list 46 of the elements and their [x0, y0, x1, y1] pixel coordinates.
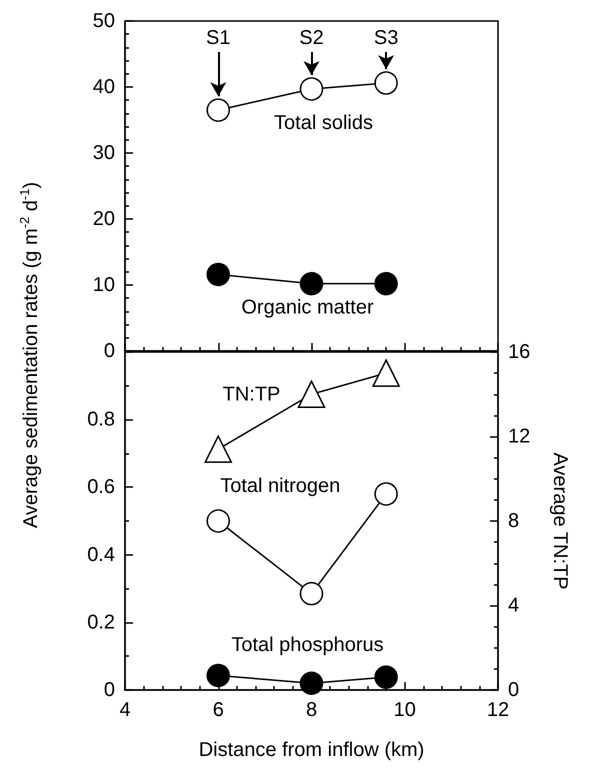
y2-axis-title: Average TN:TP: [549, 452, 571, 590]
series-label: Organic matter: [241, 296, 374, 319]
y-tick-label: 20: [92, 208, 115, 230]
y-tick-label: 0.8: [87, 408, 115, 431]
y-tick-label: 40: [92, 76, 115, 98]
y-tick-label: 0.4: [87, 544, 115, 566]
point: [374, 482, 398, 506]
x-tick-label: 10: [394, 699, 416, 721]
y2-tick-label: 0: [508, 679, 520, 701]
point: [300, 671, 324, 695]
series-label: Total phosphorus: [231, 634, 384, 656]
annotation: S3: [374, 27, 398, 49]
point: [300, 582, 324, 606]
y-tick-label: 0: [104, 340, 115, 362]
y-tick-label: 0: [104, 679, 115, 701]
point: [204, 435, 232, 463]
y-tick-label: 0.6: [87, 476, 115, 498]
point: [374, 272, 398, 296]
point: [300, 272, 324, 296]
point: [206, 262, 230, 286]
annotation: S2: [299, 27, 324, 49]
y2-tick-label: 12: [508, 426, 530, 448]
series-label: Total nitrogen: [220, 475, 340, 497]
y-tick-label: 50: [92, 10, 115, 32]
series-label: Total solids: [274, 112, 373, 134]
point: [206, 664, 230, 688]
y2-tick-label: 16: [508, 341, 530, 363]
y2-tick-label: 4: [508, 594, 520, 616]
point: [374, 665, 398, 689]
point: [206, 509, 230, 533]
x-tick-label: 8: [306, 699, 318, 721]
point: [206, 98, 230, 122]
y2-tick-label: 8: [508, 510, 520, 532]
y-tick-label: 10: [92, 274, 115, 296]
y-tick-label: 30: [92, 142, 115, 164]
y-tick-label: 0.2: [87, 611, 115, 634]
point: [300, 77, 324, 101]
series-label: TN:TP: [222, 383, 280, 406]
x-tick-label: 4: [119, 699, 131, 721]
point: [298, 380, 326, 408]
x-tick-label: 12: [486, 699, 510, 721]
point: [372, 359, 400, 387]
annotation: S1: [206, 27, 230, 49]
x-axis-title: Distance from inflow (km): [198, 739, 424, 761]
point: [374, 71, 398, 95]
x-tick-label: 6: [212, 699, 224, 721]
